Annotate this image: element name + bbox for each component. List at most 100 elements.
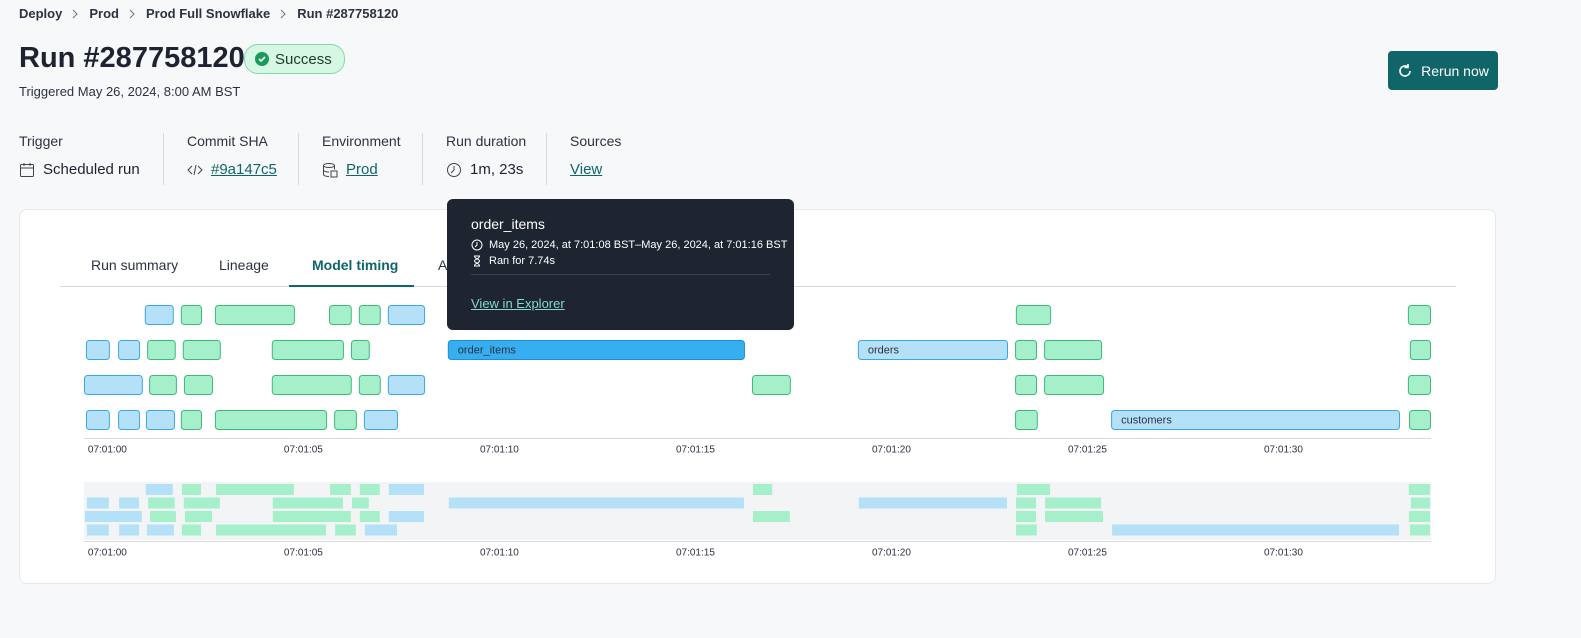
triggered-text: Triggered May 26, 2024, 8:00 AM BST <box>19 84 241 99</box>
explorer-link[interactable]: View in Explorer <box>471 296 565 311</box>
minimap-bar <box>359 511 380 522</box>
minimap-bar <box>86 497 109 509</box>
model-bar <box>84 375 143 395</box>
minimap-bar <box>753 484 773 495</box>
crumb-link[interactable]: Deploy <box>19 6 63 21</box>
model-bar <box>145 410 175 430</box>
meta-label: Environment <box>322 133 401 149</box>
model-bar <box>1015 410 1038 430</box>
clock-icon <box>471 239 483 251</box>
x-tick-label: 07:01:00 <box>88 548 127 559</box>
model-bar <box>857 340 1009 360</box>
chevron <box>72 9 79 18</box>
model-bar <box>1407 305 1431 325</box>
minimap-bar <box>119 497 140 509</box>
rerun-button[interactable]: Rerun now <box>1388 51 1498 90</box>
meta-label: Commit SHA <box>187 133 268 149</box>
minimap-bar <box>1408 484 1430 495</box>
chevron <box>280 9 286 18</box>
hourglass-icon <box>473 255 481 267</box>
model-bar <box>1111 410 1401 430</box>
model-bar <box>85 410 110 430</box>
model-bar <box>1015 305 1052 325</box>
meta-label: Sources <box>570 133 622 149</box>
meta-field: Run duration 1m, 23s <box>446 133 526 185</box>
meta-value: Scheduled run <box>43 161 140 178</box>
bar-label: order_items <box>458 344 517 356</box>
clock-icon <box>447 162 461 177</box>
model-bar <box>1407 375 1431 395</box>
model-bar <box>180 305 202 325</box>
minimap-bar <box>1016 524 1037 536</box>
minimap-bar <box>181 524 201 536</box>
button-label: Rerun now <box>1421 62 1489 79</box>
tooltip-title: order_items <box>471 216 545 232</box>
x-tick-label: 07:01:10 <box>480 548 519 559</box>
minimap-bar <box>181 484 201 495</box>
minimap-bar <box>184 511 212 522</box>
minimap-bar <box>215 484 294 495</box>
minimap-bar <box>388 484 425 495</box>
model-bar <box>387 305 426 325</box>
x-tick-label: 07:01:20 <box>872 445 911 456</box>
model-bar <box>147 340 176 360</box>
minimap-bar <box>183 497 220 509</box>
breadcrumb: Deploy Prod Prod Full Snowflake Run #287… <box>19 6 398 21</box>
model-bar <box>182 340 221 360</box>
crumb-current: Run #287758120 <box>297 6 399 21</box>
minimap-bar <box>448 497 744 509</box>
commit-link[interactable]: #9a147c5 <box>211 161 277 178</box>
minimap-bar <box>146 524 174 536</box>
crumb-link[interactable]: Prod Full Snowflake <box>145 6 271 21</box>
minimap-bar <box>272 511 351 522</box>
model-bar <box>334 410 357 430</box>
model-bar <box>358 375 381 395</box>
bar-label: orders <box>868 344 900 356</box>
code-icon <box>187 164 203 175</box>
model-bar <box>752 375 791 395</box>
minimap-bar <box>215 524 327 536</box>
divider <box>163 133 164 185</box>
divider <box>422 133 423 185</box>
model-bar <box>271 375 352 395</box>
x-tick-label: 07:01:25 <box>1068 548 1107 559</box>
crumb-link[interactable]: Prod <box>89 6 119 21</box>
model-bar <box>118 410 141 430</box>
model-bar <box>1409 410 1431 430</box>
rerun-icon <box>1399 63 1411 77</box>
minimap-bar <box>753 511 790 522</box>
divider <box>298 133 299 185</box>
chevron <box>129 9 135 18</box>
minimap-bar <box>85 511 142 522</box>
model-bar <box>329 305 352 325</box>
model-bar <box>1015 340 1038 360</box>
minimap-bar <box>388 511 425 522</box>
tab[interactable]: Model timing <box>312 257 399 273</box>
x-tick-label: 07:01:15 <box>676 445 715 456</box>
minimap-bar <box>1016 497 1037 509</box>
minimap-bar <box>351 497 369 509</box>
minimap-bar <box>858 497 1008 509</box>
minimap-bar <box>1410 497 1430 509</box>
sources-link[interactable]: View <box>570 161 603 178</box>
x-tick-label: 07:01:10 <box>480 445 519 456</box>
x-tick-label: 07:01:25 <box>1068 445 1107 456</box>
meta-field: Commit SHA #9a147c5 <box>187 133 277 185</box>
tooltip-divider <box>471 274 770 275</box>
x-tick-label: 07:01:05 <box>284 445 323 456</box>
model-bar <box>447 340 745 360</box>
tab[interactable]: Lineage <box>219 257 269 273</box>
environment-link[interactable]: Prod <box>346 161 378 178</box>
minimap-bar <box>364 524 398 536</box>
model-bar <box>183 375 213 395</box>
status-badge: Success <box>244 44 345 74</box>
check-icon <box>255 52 269 66</box>
x-tick-label: 07:01:15 <box>676 548 715 559</box>
tab[interactable]: Run summary <box>91 257 179 273</box>
bar-label: customers <box>1121 414 1172 426</box>
minimap-bar <box>145 484 173 495</box>
divider <box>546 133 547 185</box>
tooltip-time: May 26, 2024, at 7:01:08 BST–May 26, 202… <box>489 239 788 251</box>
minimap-bar <box>148 497 175 509</box>
tooltip-duration: Ran for 7.74s <box>489 255 556 267</box>
